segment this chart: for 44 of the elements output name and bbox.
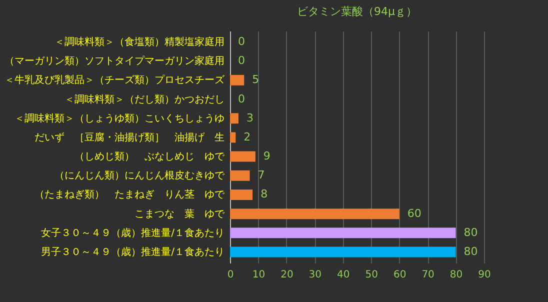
y-tick-label: （にんじん類）にんじん根皮むきゆで — [54, 170, 226, 182]
y-tick-label: 男子３０～４９（歳）推進量/１食あたり — [41, 246, 224, 258]
y-tick-label: 女子３０～４９（歳）推進量/１食あたり — [41, 226, 224, 239]
data-label: 80 — [464, 226, 478, 239]
bar — [230, 189, 253, 200]
data-label: 9 — [263, 150, 270, 163]
bar — [230, 170, 250, 181]
x-tick-label: 60 — [393, 270, 406, 280]
bar — [230, 246, 456, 258]
x-tick-label: 10 — [252, 270, 266, 280]
x-tick-label: 50 — [365, 270, 378, 280]
x-tick-label: 0 — [227, 270, 234, 280]
data-label: 60 — [407, 206, 422, 220]
bar — [230, 228, 456, 238]
data-label: 5 — [252, 73, 260, 86]
y-tick-label: ＜調味料類＞（だし類）かつおだし — [64, 93, 224, 106]
bar — [230, 74, 244, 86]
chart-title: ビタミン葉酸（94μｇ） — [297, 5, 417, 18]
bar — [230, 132, 236, 143]
data-label: 80 — [464, 245, 478, 258]
y-tick-label: （マーガリン類）ソフトタイプマーガリン家庭用 — [4, 55, 224, 68]
y-tick-label: ＜調味料類＞（食塩類）精製塩家庭用 — [54, 36, 224, 48]
bar — [230, 113, 238, 124]
data-label: 3 — [246, 111, 254, 124]
x-tick-label: 70 — [422, 270, 434, 280]
data-label: 0 — [238, 34, 245, 48]
x-tick-label: 90 — [478, 270, 491, 280]
y-tick-label: こまつな 葉 ゆで — [134, 208, 226, 220]
y-tick-label: （しめじ類） ぶなしめじ ゆで — [74, 150, 226, 163]
data-label: 8 — [260, 188, 268, 201]
y-tick-label: （たまねぎ類） たまねぎ りん茎 ゆで — [34, 188, 226, 201]
y-tick-label: ＜牛乳及び乳製品＞（チーズ類）プロセスチーズ — [4, 74, 226, 86]
x-tick-label: 20 — [280, 270, 294, 280]
data-label: 2 — [244, 130, 251, 144]
y-tick-label: ＜調味料類＞（しょうゆ類）こいくちしょうゆ — [14, 112, 224, 124]
data-label: 0 — [238, 54, 245, 68]
x-tick-label: 30 — [308, 270, 322, 280]
data-label: 7 — [258, 168, 265, 182]
x-tick-label: 40 — [337, 270, 350, 280]
data-label: 0 — [238, 92, 245, 106]
bar — [230, 208, 400, 220]
y-tick-label: だいず ［豆腐・油揚げ類］ 油揚げ 生 — [34, 131, 224, 144]
x-tick-label: 80 — [450, 270, 463, 280]
bar — [230, 151, 256, 162]
